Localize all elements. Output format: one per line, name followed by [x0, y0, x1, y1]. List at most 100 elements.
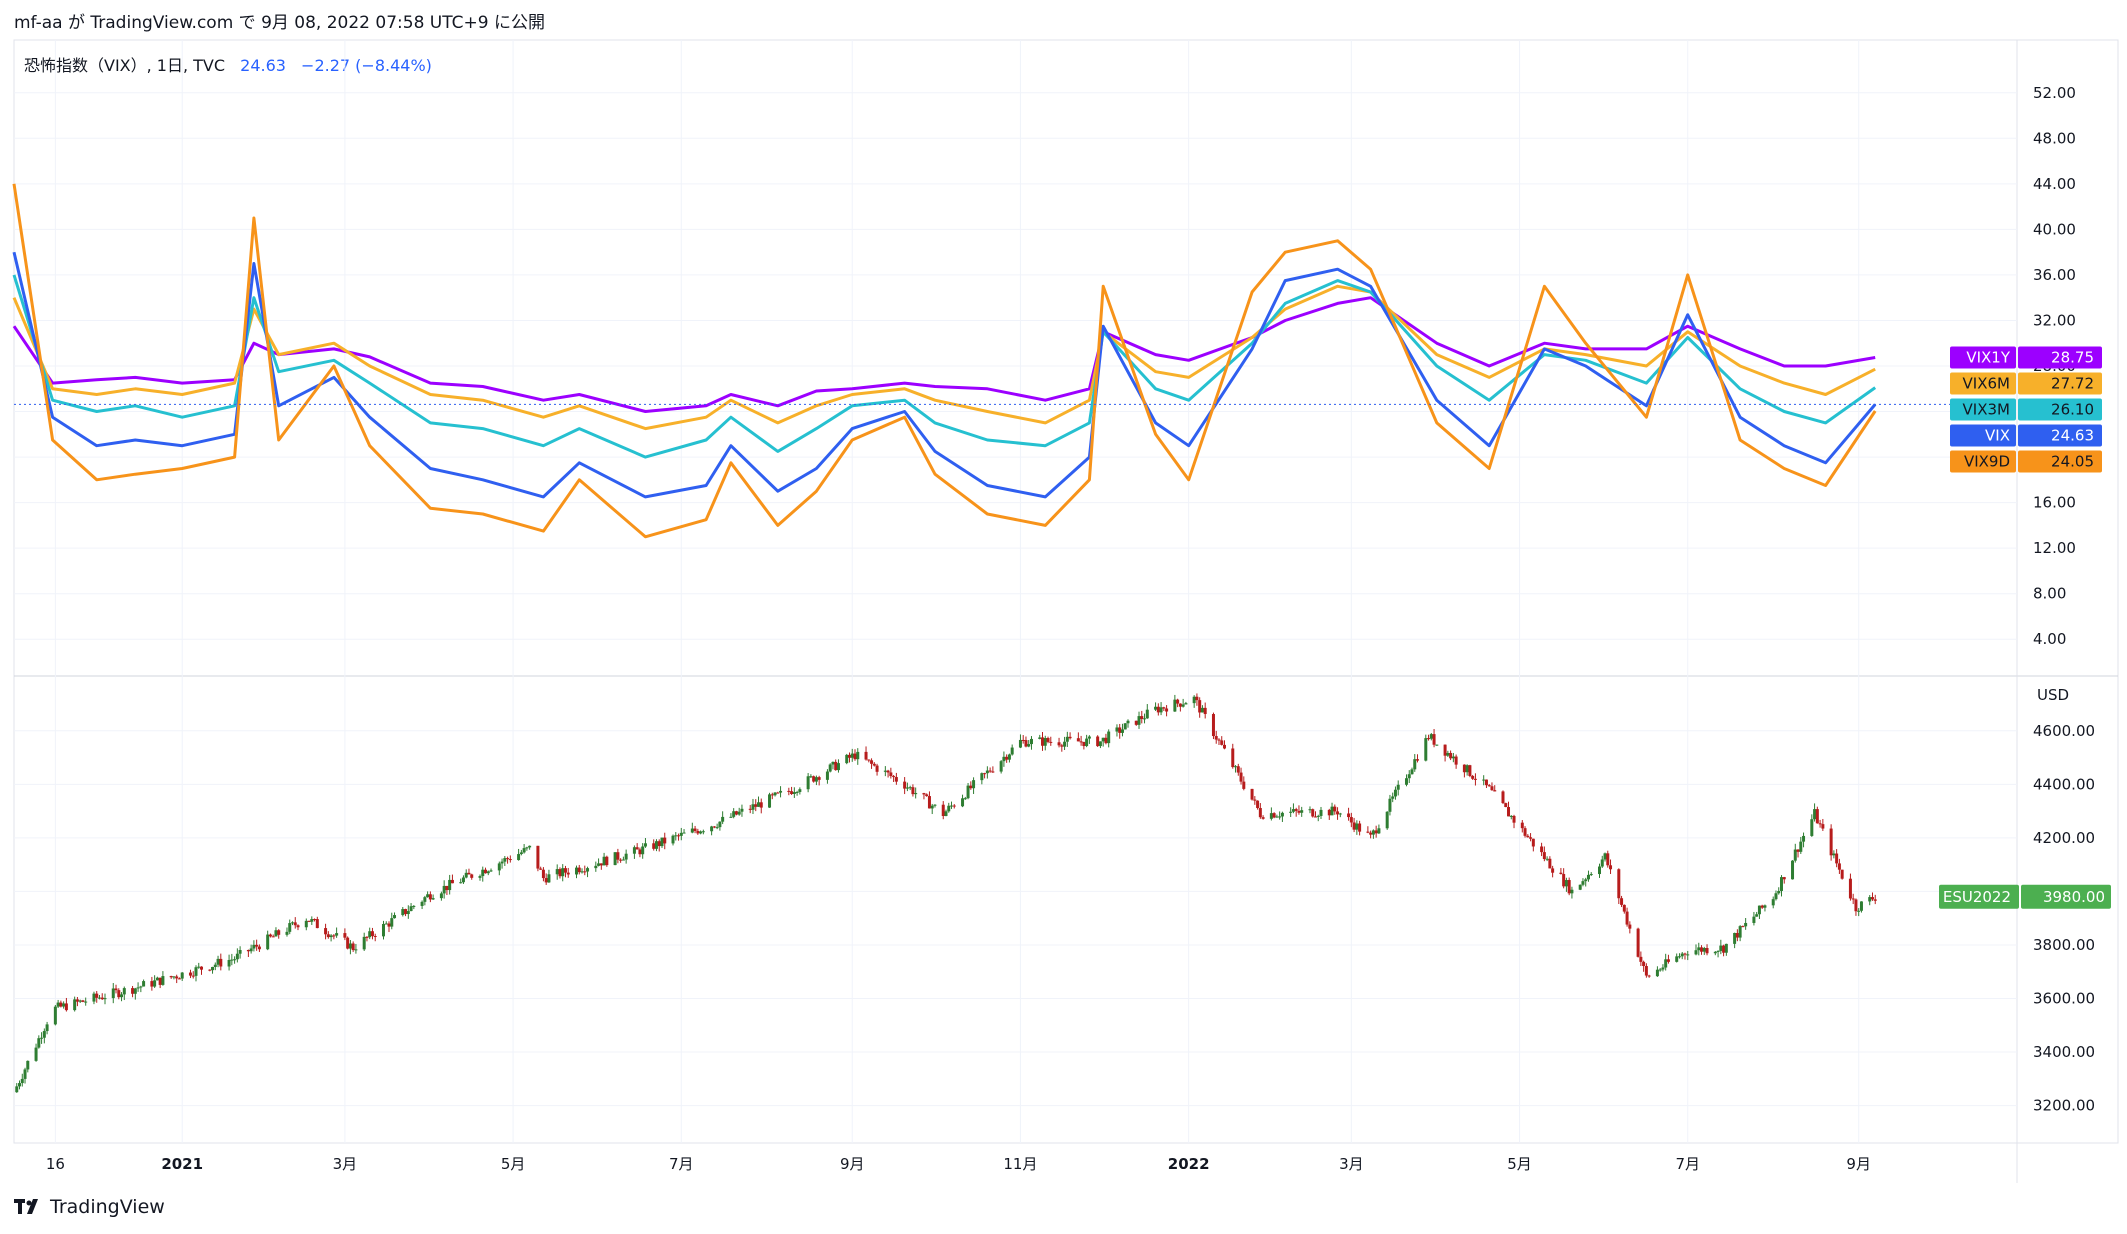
candle-body: [26, 1060, 30, 1070]
candle-body: [1644, 966, 1648, 976]
candle-body: [908, 787, 912, 789]
candle-body: [583, 871, 587, 873]
x-tick-label: 9月: [840, 1155, 865, 1173]
candle-body: [412, 905, 416, 907]
candle-body: [1810, 819, 1814, 836]
candle-body: [34, 1047, 38, 1061]
y-tick-label: 40.00: [2033, 220, 2076, 238]
candle-body: [1763, 905, 1767, 908]
candle-body: [1545, 858, 1549, 860]
candle-body: [365, 936, 369, 938]
candle-body: [97, 997, 101, 999]
candle-body: [1371, 830, 1375, 835]
candle-body: [1049, 741, 1053, 743]
candle-body: [710, 826, 714, 832]
price-tag-value: 26.10: [2051, 400, 2094, 418]
candle-body: [1258, 808, 1262, 818]
y-tick-label: 4400.00: [2033, 775, 2095, 793]
candle-body: [266, 934, 270, 950]
tradingview-brand: TradingView: [50, 1196, 165, 1218]
candle-body: [1041, 737, 1045, 746]
legend-symbol: 恐怖指数（VIX）, 1日, TVC: [24, 56, 226, 75]
candle-body: [354, 949, 358, 951]
candle-body: [1057, 742, 1061, 746]
candle-body: [1336, 811, 1340, 815]
publish-header: mf-aa が TradingView.com で 9月 08, 2022 07…: [14, 13, 545, 33]
candle-body: [1462, 764, 1466, 773]
candle-body: [817, 777, 821, 780]
candle-body: [1143, 718, 1147, 720]
candle-body: [660, 837, 664, 847]
candle-body: [1700, 947, 1704, 952]
candle-body: [1101, 737, 1105, 742]
candle-body: [1473, 778, 1477, 780]
candle-body: [274, 930, 278, 937]
candle-body: [911, 787, 915, 795]
candle-body: [1396, 784, 1400, 790]
candle-body: [693, 828, 697, 831]
candle-body: [59, 1002, 63, 1007]
candle-body: [597, 863, 601, 866]
candle-body: [1529, 837, 1533, 839]
y-tick-label: 16.00: [2033, 494, 2076, 512]
candle-body: [1449, 752, 1453, 759]
candle-body: [1002, 756, 1006, 762]
candle-body: [1835, 853, 1839, 864]
candle-body: [1716, 950, 1720, 952]
tradingview-footer[interactable]: TradingView: [14, 1196, 165, 1218]
price-tag-value-bg: [2018, 372, 2102, 395]
candle-body: [1490, 786, 1494, 791]
candle-body: [100, 997, 104, 1000]
candle-body: [426, 894, 430, 898]
candle-body: [1005, 756, 1009, 760]
candle-body: [519, 852, 523, 855]
y-tick-label: 12.00: [2033, 539, 2076, 557]
candle-body: [599, 863, 603, 866]
candle-body: [870, 760, 874, 764]
candle-body: [1123, 723, 1127, 730]
candle-body: [853, 753, 857, 760]
candle-body: [404, 909, 408, 915]
candle-body: [1584, 879, 1588, 882]
candle-body: [547, 874, 551, 883]
candle-body: [886, 770, 890, 773]
candle-body: [448, 879, 452, 891]
candle-body: [506, 858, 510, 860]
candle-body: [922, 793, 926, 795]
price-tag-value-bg: [2018, 450, 2102, 473]
candle-body: [632, 847, 636, 854]
candle-body: [1024, 740, 1028, 747]
candle-body: [1702, 948, 1706, 952]
candle-body: [64, 1003, 68, 1011]
candle-body: [776, 792, 780, 794]
candle-body: [1192, 696, 1196, 704]
series-line-vix: [12, 251, 1877, 499]
candle-body: [1388, 798, 1392, 812]
candle-body: [95, 993, 99, 998]
y-tick-label: 32.00: [2033, 311, 2076, 329]
candle-body: [1664, 959, 1668, 968]
candle-body: [450, 879, 454, 884]
candle-body: [1531, 838, 1535, 847]
candle-body: [988, 770, 992, 772]
candle-body: [690, 828, 694, 833]
x-tick-label: 16: [46, 1155, 65, 1173]
candle-body: [654, 841, 658, 849]
candle-body: [1140, 716, 1144, 719]
candle-body: [42, 1031, 46, 1038]
candle-body: [1570, 889, 1574, 894]
y-tick-label: 3800.00: [2033, 936, 2095, 954]
candle-body: [169, 976, 173, 978]
candle-body: [208, 969, 212, 971]
candle-body: [1454, 756, 1458, 765]
candle-body: [1755, 914, 1759, 917]
series-line-vix3m: [12, 274, 1877, 459]
candle-body: [751, 804, 755, 810]
candle-body: [73, 999, 77, 1011]
candle-body: [401, 909, 405, 916]
candle-body: [1598, 866, 1602, 875]
candle-body: [1443, 744, 1447, 756]
candle-body: [1291, 809, 1295, 812]
candle-body: [1214, 736, 1218, 740]
